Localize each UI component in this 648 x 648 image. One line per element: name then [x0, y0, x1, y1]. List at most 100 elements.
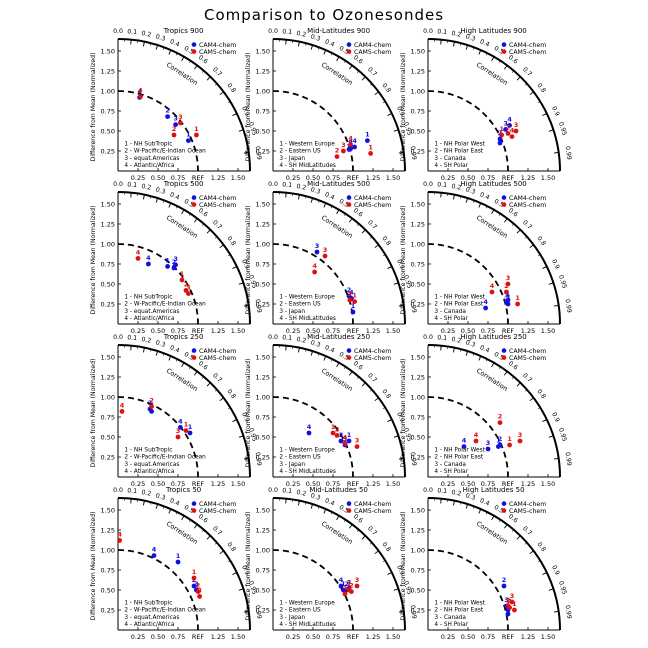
corr-tick-label: 0.1 — [127, 181, 138, 189]
site-label: 3 - Canada — [434, 156, 466, 162]
y-tick-label: 0.75 — [101, 108, 115, 116]
legend-label: CAM4-chem — [354, 501, 391, 508]
x-tick-label: 1.25 — [211, 633, 225, 641]
data-point-label: 4 — [152, 546, 157, 554]
corr-minor-tick — [396, 588, 399, 590]
y-tick-label: 0.50 — [411, 434, 425, 442]
ref-arc — [272, 396, 354, 478]
legend-marker — [346, 49, 352, 54]
data-point-label: 3 — [341, 141, 346, 149]
legend-label: CAM4-chem — [199, 195, 236, 202]
outer-arc — [117, 38, 251, 172]
corr-tick-label: 0.0 — [113, 28, 123, 35]
x-tick-label: 1.25 — [366, 174, 380, 182]
corr-minor-tick — [505, 524, 508, 527]
corr-minor-tick — [544, 419, 547, 421]
corr-minor-tick — [163, 200, 165, 203]
corr-axis-label: Correlation — [475, 61, 509, 87]
data-point — [341, 148, 346, 154]
corr-minor-tick — [486, 52, 488, 56]
corr-minor-tick — [350, 65, 353, 68]
y-tick-label: 0.75 — [411, 261, 425, 269]
data-point-label: 4 — [343, 433, 348, 441]
corr-tick-label: 0.7 — [211, 219, 223, 231]
corr-minor-tick — [389, 113, 392, 115]
corr-minor-tick — [241, 129, 244, 131]
legend-marker — [191, 501, 197, 506]
data-point — [505, 131, 511, 136]
site-label: 1 - NH SubTropic — [124, 141, 172, 147]
corr-minor-tick — [531, 91, 534, 94]
site-label: 4 - SH MidLatitudes — [279, 622, 336, 628]
taylor-panel: Tropics 500 0.25 0.50 0.75 REF 1.25 1.50 0.25 0.… — [90, 180, 263, 335]
corr-minor-tick — [551, 129, 554, 131]
corr-tick-label: 0.3 — [465, 339, 477, 349]
corr-tick-label: 0.8 — [380, 541, 392, 553]
corr-minor-tick — [499, 213, 501, 216]
x-tick-label: 1.25 — [521, 327, 535, 335]
y-tick-label: 1.50 — [256, 201, 270, 209]
legend-marker — [191, 508, 197, 513]
corr-tick-label: 0.99 — [409, 146, 418, 161]
data-point — [501, 583, 507, 589]
corr-minor-tick — [525, 83, 528, 86]
site-label: 1 - Western Europe — [279, 447, 335, 453]
corr-tick-label: 0.5 — [183, 504, 195, 515]
corr-minor-tick — [182, 362, 185, 365]
data-point — [517, 438, 523, 444]
corr-tick-label: 0.99 — [564, 452, 573, 467]
y-tick-label: 1.00 — [411, 394, 425, 402]
corr-minor-tick — [169, 508, 172, 512]
site-label: 3 - Canada — [434, 462, 466, 468]
taylor-panel: Tropics 250 0.25 0.50 0.75 REF 1.25 1.50 0.25 0.… — [90, 333, 263, 488]
data-point-label: 4 — [349, 288, 354, 296]
corr-tick-label: 0.4 — [169, 38, 181, 48]
data-point-label: 3 — [173, 115, 178, 123]
corr-minor-tick — [505, 65, 508, 68]
corr-tick-label: 0.9 — [240, 564, 251, 576]
corr-tick-label: 0.4 — [479, 344, 491, 354]
y-tick-label: 1.00 — [101, 88, 115, 96]
corr-minor-tick — [370, 236, 373, 239]
data-point — [330, 430, 336, 436]
legend-label: CAM4-chem — [199, 501, 236, 508]
corr-minor-tick — [344, 213, 346, 216]
data-point-label: 3 — [178, 113, 183, 121]
corr-tick-label: 0.0 — [113, 334, 123, 341]
data-point — [179, 277, 185, 283]
corr-minor-tick — [344, 60, 346, 63]
corr-axis-label: Correlation — [320, 214, 354, 240]
corr-tick-label: 0.3 — [155, 186, 167, 196]
data-point-label: 4 — [343, 584, 348, 592]
y-tick-label: 1.50 — [256, 354, 270, 362]
outer-arc — [427, 191, 561, 325]
site-label: 2 - Eastern US — [279, 608, 321, 614]
site-label: 3 - Japan — [279, 462, 305, 468]
legend-label: CAM4-chem — [509, 348, 546, 355]
site-label: 4 - SH Polar — [434, 163, 468, 169]
site-label: 4 - Atlantic/Africa — [124, 622, 174, 628]
data-point-label: 2 — [335, 425, 340, 433]
y-tick-label: 0.75 — [101, 414, 115, 422]
x-tick-label: 0.25 — [286, 633, 300, 641]
y-tick-label: 0.50 — [411, 128, 425, 136]
data-point — [342, 591, 348, 597]
corr-tick-label: 0.8 — [225, 541, 237, 553]
data-point — [507, 442, 512, 448]
corr-tick-label: 0.7 — [366, 525, 378, 537]
corr-minor-tick — [357, 376, 360, 379]
data-point-label: 2 — [149, 397, 154, 405]
corr-minor-tick — [156, 350, 158, 354]
y-tick-label: 1.00 — [256, 88, 270, 96]
data-point — [350, 309, 356, 315]
corr-minor-tick — [156, 197, 158, 201]
x-tick-label: 0.50 — [151, 633, 165, 641]
data-point — [509, 134, 515, 140]
y-tick-label: 0.25 — [256, 301, 270, 309]
data-point — [171, 132, 177, 138]
data-point — [175, 559, 181, 565]
corr-minor-tick — [241, 282, 244, 284]
data-point-label: 3 — [315, 242, 320, 250]
corr-minor-tick — [370, 83, 373, 86]
data-point — [117, 538, 122, 543]
